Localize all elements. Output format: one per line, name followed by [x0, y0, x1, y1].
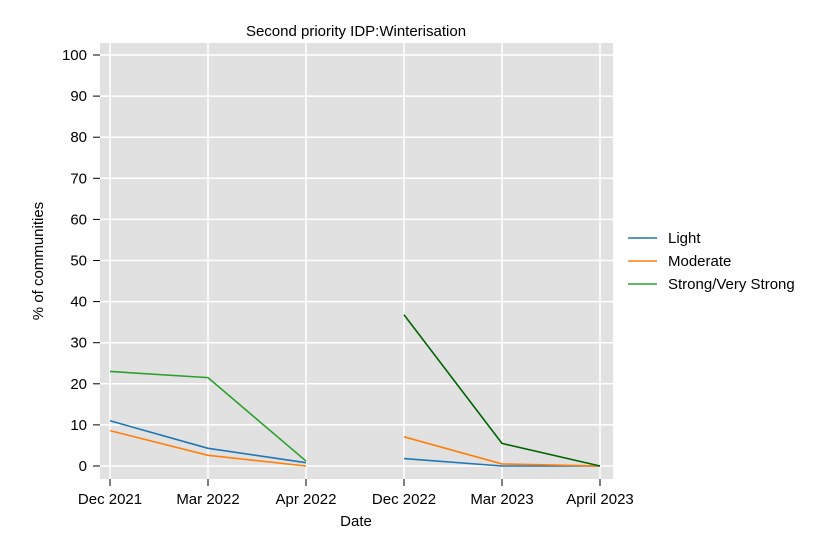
- axes: 0 10 20 30 40 50 60 70 80 90 100 Dec 2021 Mar 2022 Ap…: [62, 47, 634, 508]
- y-tick-label: 50: [70, 253, 87, 270]
- y-tick-label: 70: [70, 170, 87, 187]
- y-tick-label: 30: [70, 335, 87, 352]
- x-tick-label: Apr 2022: [276, 491, 337, 508]
- y-tick-label: 20: [70, 376, 87, 393]
- series-line-moderate: [109, 429, 307, 467]
- chart-title: Second priority IDP:Winterisation: [246, 23, 466, 40]
- series-lines: [109, 314, 601, 467]
- x-tick-label: Mar 2022: [176, 491, 239, 508]
- x-axis-label: Date: [340, 513, 372, 530]
- x-tick-label: April 2023: [566, 491, 634, 508]
- y-tick-label: 40: [70, 294, 87, 311]
- y-tick-label: 90: [70, 88, 87, 105]
- x-tick-label: Dec 2022: [372, 491, 436, 508]
- y-tick-label: 0: [79, 458, 87, 475]
- y-tick-label: 10: [70, 417, 87, 434]
- legend-label: Light: [668, 230, 701, 247]
- series-line-light: [109, 420, 307, 464]
- gridlines: [100, 43, 613, 479]
- legend: Light Moderate Strong/Very Strong: [628, 230, 795, 293]
- x-tick-label: Dec 2021: [78, 491, 142, 508]
- series-line-strong-very-strong: [109, 370, 307, 462]
- series-line-moderate: [403, 436, 601, 467]
- y-tick-label: 80: [70, 129, 87, 146]
- y-tick-label: 100: [62, 47, 87, 64]
- y-axis-label: % of communities: [30, 202, 47, 320]
- legend-label: Strong/Very Strong: [668, 276, 795, 293]
- x-tick-label: Mar 2023: [470, 491, 533, 508]
- y-tick-label: 60: [70, 211, 87, 228]
- series-line-strong-very-strong: [403, 314, 601, 467]
- legend-label: Moderate: [668, 253, 731, 270]
